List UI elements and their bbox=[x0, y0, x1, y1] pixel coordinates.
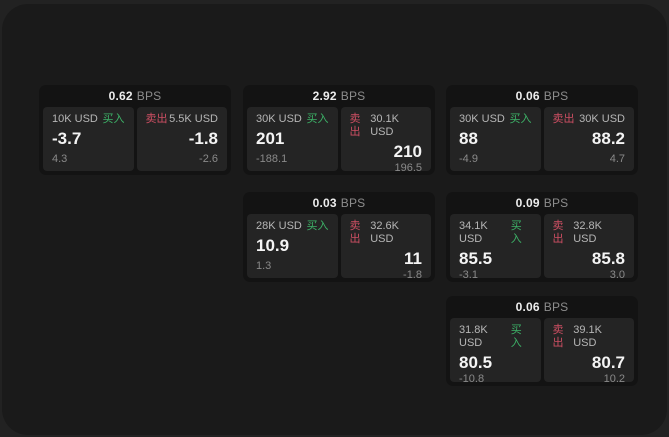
bps-header: 0.06 BPS bbox=[446, 296, 638, 318]
quote-card: 0.09 BPS 34.1K USD 买入 85.5 -3.1 卖出 32.8K… bbox=[446, 192, 638, 282]
bps-header: 0.09 BPS bbox=[446, 192, 638, 214]
sell-price: -1.8 bbox=[188, 129, 218, 148]
bps-header: 0.06 BPS bbox=[446, 85, 638, 107]
sell-change: 4.7 bbox=[609, 153, 625, 165]
buy-price: 80.5 bbox=[459, 353, 493, 372]
sell-price: 88.2 bbox=[591, 129, 625, 148]
sell-side-label: 卖出 bbox=[552, 113, 575, 125]
buy-price: 10.9 bbox=[256, 236, 290, 255]
main-panel: 0.62 BPS 10K USD 买入 -3.7 4.3 卖出 5.5K USD… bbox=[2, 4, 667, 435]
sell-tile[interactable]: 卖出 32.6K USD 11 -1.8 bbox=[340, 214, 431, 281]
bps-header: 0.62 BPS bbox=[39, 85, 231, 107]
bps-unit-label: BPS bbox=[136, 89, 162, 103]
buy-price: -3.7 bbox=[52, 129, 82, 148]
quote-card: 0.62 BPS 10K USD 买入 -3.7 4.3 卖出 5.5K USD… bbox=[39, 85, 231, 175]
buy-change: 1.3 bbox=[256, 260, 272, 272]
buy-change: 4.3 bbox=[52, 153, 68, 165]
buy-price: 201 bbox=[256, 129, 285, 148]
bps-value: 0.06 bbox=[515, 300, 540, 314]
sell-change: -2.6 bbox=[199, 153, 218, 165]
buy-tile[interactable]: 10K USD 买入 -3.7 4.3 bbox=[43, 107, 134, 171]
buy-size: 28K USD bbox=[256, 220, 302, 232]
bps-header: 0.03 BPS bbox=[243, 192, 435, 214]
sell-side-label: 卖出 bbox=[349, 113, 361, 138]
buy-side-label: 买入 bbox=[509, 113, 532, 125]
quote-card: 0.06 BPS 30K USD 买入 88 -4.9 卖出 30K USD 8… bbox=[446, 85, 638, 175]
sell-tile[interactable]: 卖出 32.8K USD 85.8 3.0 bbox=[543, 214, 634, 281]
buy-change: -3.1 bbox=[459, 269, 478, 281]
sell-change: -1.8 bbox=[403, 269, 422, 281]
buy-size: 34.1K USD bbox=[459, 220, 488, 245]
sell-side-label: 卖出 bbox=[349, 220, 361, 245]
sell-side-label: 卖出 bbox=[145, 113, 168, 125]
sell-side-label: 卖出 bbox=[552, 220, 564, 245]
buy-change: -10.8 bbox=[459, 373, 485, 385]
buy-side-label: 买入 bbox=[306, 220, 329, 232]
buy-tile[interactable]: 30K USD 买入 88 -4.9 bbox=[450, 107, 541, 171]
buy-tile[interactable]: 34.1K USD 买入 85.5 -3.1 bbox=[450, 214, 541, 281]
sell-tile[interactable]: 卖出 30.1K USD 210 196.5 bbox=[340, 107, 431, 174]
buy-size: 31.8K USD bbox=[459, 324, 488, 349]
sell-size: 32.6K USD bbox=[370, 220, 399, 245]
buy-side-label: 买入 bbox=[510, 324, 522, 349]
buy-side-label: 买入 bbox=[102, 113, 125, 125]
bps-value: 2.92 bbox=[312, 89, 337, 103]
sell-tile[interactable]: 卖出 5.5K USD -1.8 -2.6 bbox=[136, 107, 227, 171]
sell-size: 5.5K USD bbox=[169, 113, 218, 125]
buy-price: 88 bbox=[459, 129, 478, 148]
sell-price: 80.7 bbox=[591, 353, 625, 372]
sell-change: 196.5 bbox=[394, 162, 422, 174]
sell-change: 10.2 bbox=[603, 373, 625, 385]
sell-price: 210 bbox=[393, 142, 422, 161]
sell-side-label: 卖出 bbox=[552, 324, 564, 349]
buy-size: 10K USD bbox=[52, 113, 98, 125]
bps-value: 0.06 bbox=[515, 89, 540, 103]
bps-unit-label: BPS bbox=[543, 196, 569, 210]
sell-size: 39.1K USD bbox=[573, 324, 602, 349]
sell-tile[interactable]: 卖出 30K USD 88.2 4.7 bbox=[543, 107, 634, 171]
sell-price: 11 bbox=[404, 249, 422, 268]
bps-value: 0.03 bbox=[312, 196, 337, 210]
bps-unit-label: BPS bbox=[340, 196, 366, 210]
buy-price: 85.5 bbox=[459, 249, 493, 268]
sell-price: 85.8 bbox=[591, 249, 625, 268]
quote-card: 2.92 BPS 30K USD 买入 201 -188.1 卖出 30.1K … bbox=[243, 85, 435, 175]
quote-card: 0.03 BPS 28K USD 买入 10.9 1.3 卖出 32.6K US… bbox=[243, 192, 435, 282]
sell-tile[interactable]: 卖出 39.1K USD 80.7 10.2 bbox=[543, 318, 634, 385]
buy-tile[interactable]: 31.8K USD 买入 80.5 -10.8 bbox=[450, 318, 541, 385]
buy-tile[interactable]: 28K USD 买入 10.9 1.3 bbox=[247, 214, 338, 278]
buy-size: 30K USD bbox=[256, 113, 302, 125]
bps-unit-label: BPS bbox=[543, 89, 569, 103]
bps-unit-label: BPS bbox=[543, 300, 569, 314]
bps-value: 0.62 bbox=[108, 89, 133, 103]
buy-change: -188.1 bbox=[256, 153, 288, 165]
bps-value: 0.09 bbox=[515, 196, 540, 210]
buy-tile[interactable]: 30K USD 买入 201 -188.1 bbox=[247, 107, 338, 171]
buy-side-label: 买入 bbox=[510, 220, 522, 245]
buy-change: -4.9 bbox=[459, 153, 478, 165]
buy-side-label: 买入 bbox=[306, 113, 329, 125]
sell-change: 3.0 bbox=[609, 269, 625, 281]
buy-size: 30K USD bbox=[459, 113, 505, 125]
sell-size: 32.8K USD bbox=[573, 220, 602, 245]
quote-card: 0.06 BPS 31.8K USD 买入 80.5 -10.8 卖出 39.1… bbox=[446, 296, 638, 386]
sell-size: 30K USD bbox=[579, 113, 625, 125]
bps-unit-label: BPS bbox=[340, 89, 366, 103]
sell-size: 30.1K USD bbox=[370, 113, 399, 138]
bps-header: 2.92 BPS bbox=[243, 85, 435, 107]
